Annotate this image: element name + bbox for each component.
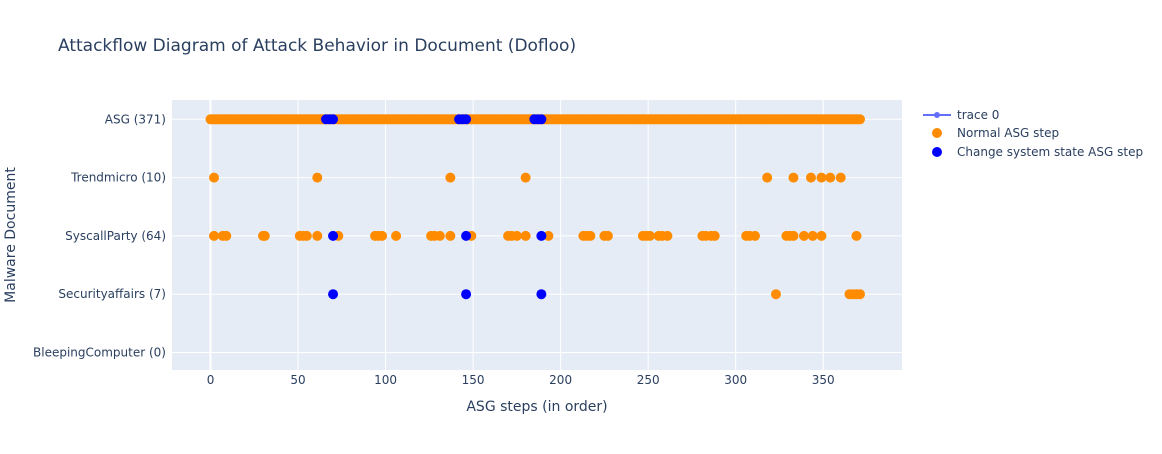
data-point [461, 230, 472, 241]
legend-swatch-orange [932, 128, 942, 138]
x-tick-label: 300 [724, 373, 747, 387]
legend-label: Normal ASG step [957, 126, 1059, 140]
data-point [543, 230, 554, 241]
data-point [851, 230, 862, 241]
data-point [854, 289, 865, 300]
data-point [461, 289, 472, 300]
data-point [209, 172, 220, 183]
data-point [445, 230, 456, 241]
chart-title: Attackflow Diagram of Attack Behavior in… [58, 36, 576, 56]
data-point [461, 114, 472, 125]
data-point [536, 230, 547, 241]
y-tick-label: SyscallParty (64) [65, 229, 166, 243]
x-tick-label: 100 [374, 373, 397, 387]
data-point [377, 230, 388, 241]
data-point [798, 230, 809, 241]
data-point [788, 230, 799, 241]
legend-swatch-line-marker [934, 112, 940, 118]
data-point [328, 289, 339, 300]
data-point [301, 230, 312, 241]
data-point [770, 289, 781, 300]
data-point [536, 114, 547, 125]
data-point [835, 172, 846, 183]
x-axis-title: ASG steps (in order) [466, 399, 607, 415]
data-point [709, 230, 720, 241]
data-point [312, 172, 323, 183]
data-point [825, 172, 836, 183]
x-tick-label: 0 [207, 373, 215, 387]
data-point [762, 172, 773, 183]
data-point [259, 230, 270, 241]
data-point [788, 172, 799, 183]
data-point [807, 230, 818, 241]
data-point [602, 230, 613, 241]
legend-item-change-system-state[interactable]: Change system state ASG step [932, 145, 1143, 159]
data-point [520, 172, 531, 183]
data-point [536, 289, 547, 300]
x-tick-label: 350 [812, 373, 835, 387]
data-point [511, 230, 522, 241]
legend: trace 0 Normal ASG step Change system st… [923, 108, 1143, 159]
y-tick-label: BleepingComputer (0) [33, 346, 166, 360]
ticks-layer: 0 50 100 150 200 250 300 350 BleepingComputer (0… [33, 112, 835, 387]
data-point [816, 172, 827, 183]
data-point [328, 114, 339, 125]
data-point [662, 230, 673, 241]
legend-item-normal-asg-step[interactable]: Normal ASG step [932, 126, 1059, 140]
y-tick-label: ASG (371) [105, 112, 166, 126]
data-point [328, 230, 339, 241]
data-point [816, 230, 827, 241]
data-point [805, 172, 816, 183]
x-tick-label: 200 [549, 373, 572, 387]
x-tick-label: 250 [637, 373, 660, 387]
data-point [391, 230, 402, 241]
data-point [434, 230, 445, 241]
data-point [854, 114, 865, 125]
y-axis-title: Malware Document [3, 167, 19, 303]
x-tick-label: 150 [462, 373, 485, 387]
data-point [749, 230, 760, 241]
data-point [312, 230, 323, 241]
y-tick-label: Securityaffairs (7) [58, 287, 166, 301]
data-point [445, 172, 456, 183]
data-point [209, 230, 220, 241]
data-point [221, 230, 232, 241]
data-point [585, 230, 596, 241]
x-tick-label: 50 [290, 373, 305, 387]
data-point [644, 230, 655, 241]
legend-item-trace-0[interactable]: trace 0 [923, 108, 999, 122]
legend-label: Change system state ASG step [957, 145, 1143, 159]
legend-swatch-blue [932, 147, 942, 157]
y-tick-label: Trendmicro (10) [70, 171, 166, 185]
data-point [520, 230, 531, 241]
legend-label: trace 0 [957, 108, 999, 122]
marks-layer [205, 114, 865, 300]
